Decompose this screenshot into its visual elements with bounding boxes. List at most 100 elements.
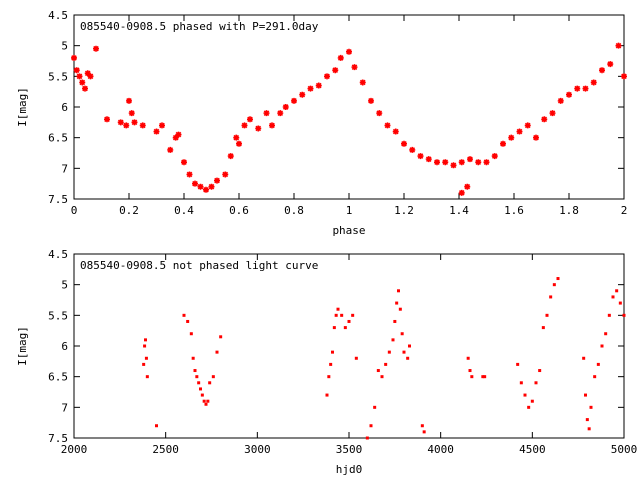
unphased-data-point: [336, 307, 340, 311]
unphased-data-point: [398, 307, 402, 311]
phased-x-tick-label: 1.8: [559, 204, 579, 217]
phased-data-point: [131, 119, 138, 126]
phased-data-point: [181, 159, 187, 166]
unphased-data-point: [200, 393, 204, 397]
unphased-data-point: [468, 369, 472, 373]
phased-data-point: [93, 45, 99, 52]
phased-data-point: [516, 128, 523, 135]
unphased-data-point: [408, 344, 411, 348]
unphased-y-axis-label: I[mag]: [16, 326, 29, 366]
unphased-x-tick-label: 5000: [611, 443, 638, 456]
phased-x-tick-label: 0.4: [174, 204, 194, 217]
unphased-data-point: [519, 381, 523, 385]
phased-data-point: [186, 171, 193, 178]
unphased-data-point: [483, 375, 487, 379]
phased-data-point: [299, 91, 306, 98]
unphased-data-point: [395, 301, 399, 305]
phased-data-point: [337, 54, 344, 61]
phased-y-tick-label: 5: [61, 40, 68, 53]
unphased-data-point: [204, 402, 208, 406]
phased-data-point: [222, 171, 229, 178]
unphased-data-point: [470, 375, 474, 379]
unphased-data-point: [402, 350, 406, 354]
phased-data-point: [384, 122, 391, 129]
unphased-data-point: [195, 375, 199, 379]
phased-data-point: [621, 73, 627, 80]
unphased-data-point: [144, 338, 147, 342]
unphased-data-point: [329, 362, 333, 366]
phased-data-point: [458, 189, 465, 196]
unphased-data-point: [206, 399, 210, 403]
unphased-data-point: [332, 326, 336, 330]
unphased-data-point: [189, 332, 193, 336]
unphased-data-point: [325, 393, 329, 397]
unphased-data-point: [199, 387, 202, 391]
phased-data-point: [524, 122, 531, 129]
unphased-x-tick-label: 4000: [427, 443, 454, 456]
phased-data-point: [376, 110, 383, 117]
phased-data-point: [247, 116, 253, 123]
phased-data-point: [227, 153, 234, 160]
unphased-data-point: [397, 289, 400, 293]
phased-data-point: [172, 134, 179, 141]
unphased-data-point: [516, 362, 520, 366]
unphased-data-point: [343, 326, 347, 330]
unphased-data-point: [351, 313, 355, 317]
phased-data-point: [236, 140, 242, 147]
unphased-data-point: [155, 424, 158, 428]
unphased-data-point: [219, 335, 223, 339]
phased-data-point: [197, 183, 204, 190]
unphased-data-point: [365, 436, 369, 440]
phased-data-point: [87, 73, 94, 80]
unphased-data-point: [400, 332, 404, 336]
phased-y-tick-label: 4.5: [48, 9, 68, 22]
unphased-x-tick-label: 3000: [244, 443, 271, 456]
phased-data-point: [263, 110, 270, 117]
phased-data-point: [126, 97, 132, 104]
unphased-data-point: [208, 381, 212, 385]
phased-data-point: [117, 119, 124, 126]
unphased-data-point: [622, 313, 626, 317]
phased-points: [71, 42, 627, 196]
phased-data-point: [307, 85, 314, 92]
unphased-data-point: [618, 301, 622, 305]
unphased-data-point: [527, 405, 531, 409]
phased-data-point: [409, 146, 416, 153]
unphased-data-point: [406, 356, 410, 360]
unphased-data-point: [481, 375, 485, 379]
unphased-y-tick-label: 5: [61, 279, 68, 292]
unphased-data-point: [530, 399, 534, 403]
unphased-y-tick-label: 5.5: [48, 309, 68, 322]
phased-data-point: [241, 122, 248, 129]
phased-data-point: [291, 97, 297, 104]
phased-data-point: [500, 140, 506, 147]
phased-data-point: [315, 82, 322, 89]
unphased-data-point: [145, 375, 149, 379]
phased-data-point: [255, 125, 262, 132]
unphased-data-point: [552, 283, 556, 287]
phased-data-point: [599, 67, 605, 74]
unphased-data-point: [387, 350, 391, 354]
unphased-x-tick-label: 2500: [152, 443, 179, 456]
phased-data-point: [167, 146, 174, 153]
phased-data-point: [541, 116, 548, 123]
phased-data-point: [79, 79, 86, 86]
phased-y-tick-label: 6: [61, 101, 68, 114]
phased-chart: 0 0.2 0.4 0.6 0.8 1 1.2 1.4 1.6 1.8 2 4.5 5 5.5 6 6.5 7 7…: [16, 9, 627, 237]
phased-data-point: [282, 104, 289, 110]
unphased-data-point: [376, 369, 380, 373]
phased-y-tick-label: 5.5: [48, 70, 68, 83]
unphased-data-point: [354, 356, 358, 360]
unphased-data-point: [604, 332, 608, 336]
unphased-x-tick-label: 3500: [336, 443, 363, 456]
unphased-y-tick-label: 7: [61, 401, 68, 414]
unphased-y-tick-label: 7.5: [48, 432, 68, 445]
phased-data-point: [233, 134, 240, 141]
unphased-data-point: [197, 381, 201, 385]
phased-data-point: [214, 177, 220, 184]
phased-x-tick-label: 0.6: [229, 204, 249, 217]
phased-data-point: [104, 116, 110, 123]
phased-y-tick-label: 7: [61, 162, 68, 175]
unphased-ticks: 2000 2500 3000 3500 4000 4500 5000 4.5 5 5.5 6 6.5 7…: [48, 248, 637, 456]
